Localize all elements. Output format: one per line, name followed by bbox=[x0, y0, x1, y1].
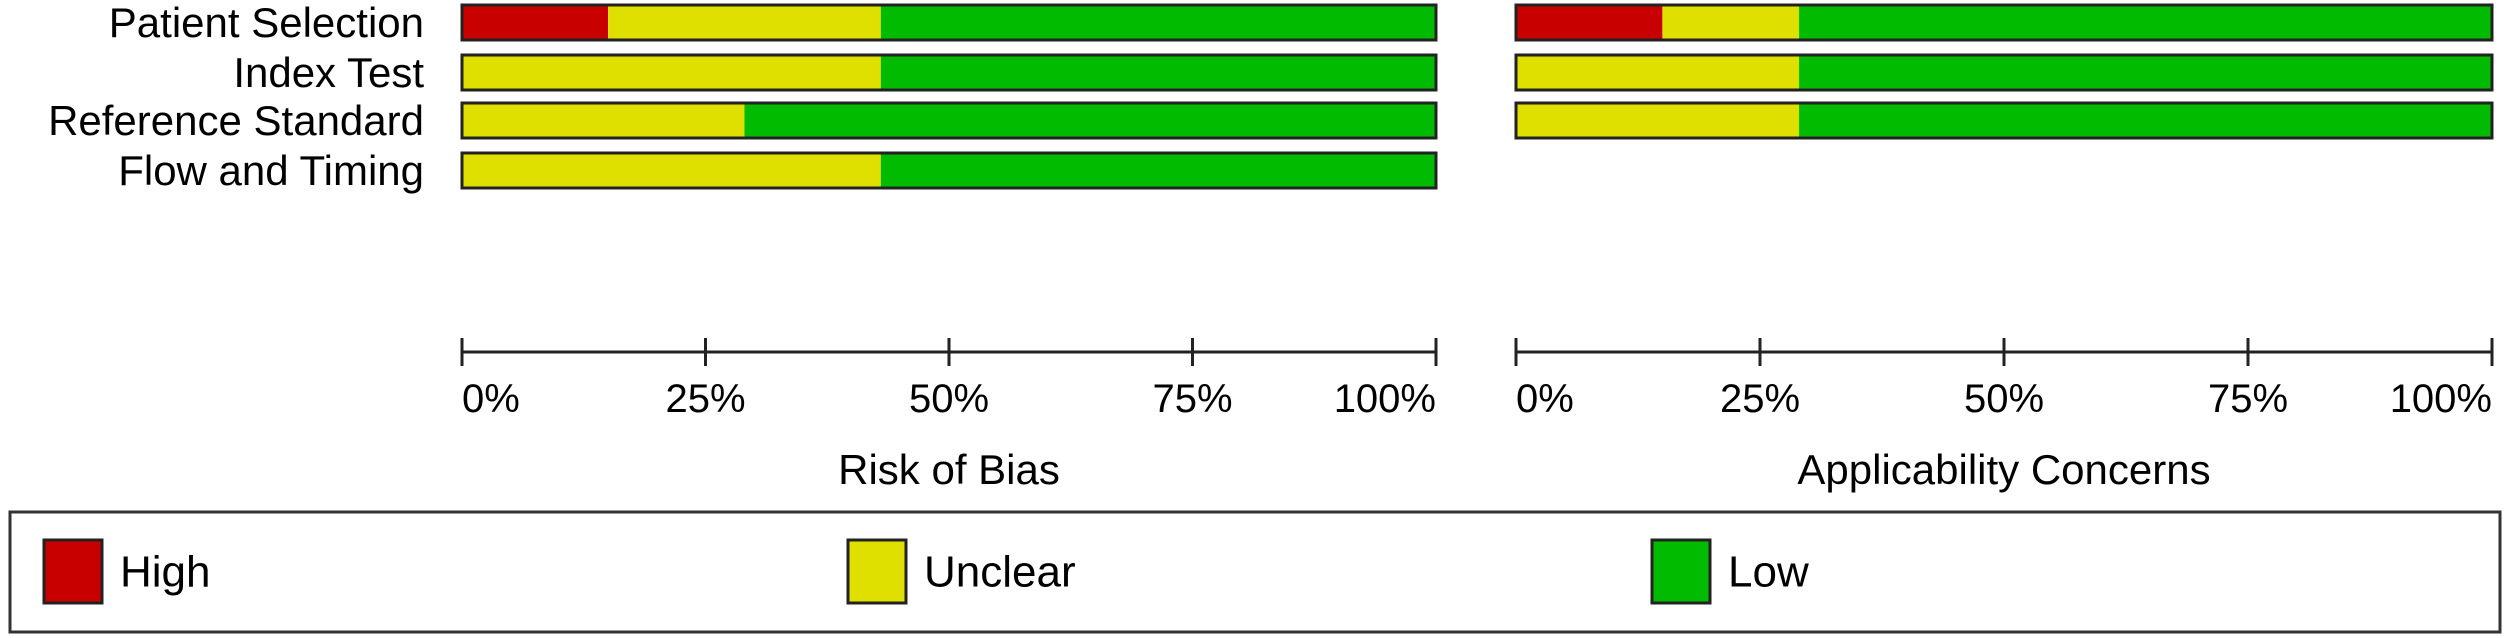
x-tick-label: 0% bbox=[462, 377, 520, 421]
x-axis-title: Applicability Concerns bbox=[1797, 446, 2210, 493]
bar-segment-high-patient-selection bbox=[462, 5, 609, 40]
bar-segment-unclear-patient-selection bbox=[608, 5, 881, 40]
bar-segment-unclear-patient-selection bbox=[1662, 5, 1800, 40]
category-label-index-test: Index Test bbox=[233, 49, 424, 96]
bar-segment-unclear-reference-standard bbox=[462, 103, 745, 138]
legend-swatch-low bbox=[1650, 538, 1712, 605]
bar-segment-unclear-index-test bbox=[462, 55, 881, 90]
bar-segment-low-flow-and-timing bbox=[880, 153, 1436, 188]
category-label-reference-standard: Reference Standard bbox=[48, 97, 424, 144]
bar-segment-low-patient-selection bbox=[880, 5, 1436, 40]
legend-box bbox=[8, 510, 2502, 634]
bar-outline-reference-standard bbox=[1514, 101, 2494, 140]
legend-swatch-high bbox=[42, 538, 104, 605]
x-tick-label: 100% bbox=[2390, 377, 2492, 421]
bar-segment-low-index-test bbox=[1799, 55, 2492, 90]
legend-swatch-unclear bbox=[846, 538, 908, 605]
bar-outline-flow-and-timing bbox=[460, 151, 1438, 190]
bar-outline-index-test bbox=[460, 53, 1438, 92]
category-label-flow-and-timing: Flow and Timing bbox=[118, 147, 424, 194]
bar-segment-low-reference-standard bbox=[1799, 103, 2492, 138]
x-tick-label: 25% bbox=[665, 377, 745, 421]
legend-label-low: Low bbox=[1728, 548, 1809, 597]
bar-segment-unclear-reference-standard bbox=[1516, 103, 1800, 138]
bar-segment-high-patient-selection bbox=[1516, 5, 1663, 40]
x-tick-label: 75% bbox=[1152, 377, 1232, 421]
category-label-patient-selection: Patient Selection bbox=[109, 0, 424, 46]
risk-of-bias-panel: 0% 25% 50% 75% 100% Risk of Bias bbox=[460, 3, 1438, 493]
x-tick-label: 75% bbox=[2208, 377, 2288, 421]
bar-segment-low-index-test bbox=[880, 55, 1436, 90]
bar-outline-reference-standard bbox=[460, 101, 1438, 140]
x-tick-label: 0% bbox=[1516, 377, 1574, 421]
legend-label-high: High bbox=[120, 548, 211, 597]
x-tick-label: 25% bbox=[1720, 377, 1800, 421]
x-axis-title: Risk of Bias bbox=[838, 446, 1060, 493]
bar-segment-unclear-flow-and-timing bbox=[462, 153, 881, 188]
bar-segment-low-patient-selection bbox=[1799, 5, 2492, 40]
bar-outline-patient-selection bbox=[460, 3, 1438, 42]
bar-outline-patient-selection bbox=[1514, 3, 2494, 42]
legend: High Unclear Low bbox=[8, 510, 2502, 634]
x-tick-label: 50% bbox=[909, 377, 989, 421]
x-tick-label: 100% bbox=[1334, 377, 1436, 421]
bar-segment-unclear-index-test bbox=[1516, 55, 1800, 90]
bar-outline-index-test bbox=[1514, 53, 2494, 92]
legend-label-unclear: Unclear bbox=[924, 548, 1076, 597]
bar-segment-low-reference-standard bbox=[744, 103, 1436, 138]
applicability-concerns-panel: 0% 25% 50% 75% 100% Applicability Concerns bbox=[1514, 3, 2494, 493]
x-tick-label: 50% bbox=[1964, 377, 2044, 421]
